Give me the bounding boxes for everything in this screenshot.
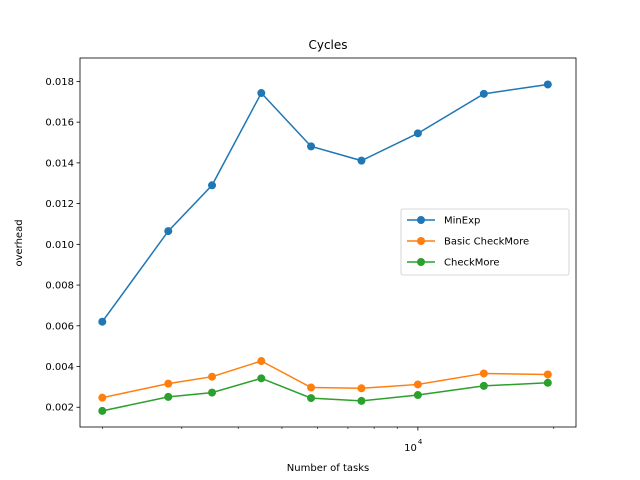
data-point-1-2: [208, 372, 217, 381]
data-point-2-1: [164, 392, 173, 401]
y-tick-label: 0.002: [45, 403, 74, 414]
data-point-2-7: [479, 381, 488, 390]
data-point-2-2: [208, 388, 217, 397]
data-point-0-3: [257, 89, 266, 98]
data-point-0-2: [208, 181, 217, 190]
plot-frame: [79, 57, 577, 428]
series-line-0: [101, 83, 548, 323]
y-tick-label: 0.016: [45, 118, 74, 129]
data-point-2-4: [307, 394, 316, 403]
data-point-0-8: [543, 80, 552, 89]
y-axis-label: overhead: [14, 219, 25, 266]
y-tick-label: 0.018: [45, 77, 74, 88]
data-point-1-5: [357, 384, 366, 393]
y-tick-label: 0.008: [45, 281, 74, 292]
legend-label-2: CheckMore: [444, 258, 500, 269]
y-tick-label: 0.006: [45, 321, 74, 332]
data-point-2-3: [257, 374, 266, 383]
y-tick-label: 0.014: [45, 158, 74, 169]
series-line-1: [102, 360, 548, 399]
legend: MinExp Basic CheckMore CheckMore: [400, 208, 570, 276]
legend-marker-0: [417, 216, 425, 224]
legend-marker-2: [417, 258, 425, 266]
x-axis-label: Number of tasks: [287, 463, 369, 474]
chart-title: Cycles: [308, 38, 347, 52]
data-point-2-5: [357, 396, 366, 405]
y-tick-label: 0.004: [45, 362, 74, 373]
data-point-2-6: [413, 391, 422, 400]
data-point-1-8: [543, 370, 552, 379]
x-tick-label: 10: [404, 443, 417, 454]
data-point-1-1: [164, 379, 173, 388]
data-point-2-0: [98, 406, 107, 415]
data-point-1-7: [479, 369, 488, 378]
data-point-1-6: [413, 380, 422, 389]
data-point-1-3: [257, 357, 266, 366]
legend-label-1: Basic CheckMore: [444, 237, 529, 248]
data-point-0-1: [164, 227, 173, 236]
data-point-0-0: [98, 317, 107, 326]
data-point-0-7: [479, 89, 488, 98]
legend-label-0: MinExp: [444, 216, 480, 227]
data-point-0-6: [413, 129, 422, 138]
legend-marker-1: [417, 237, 425, 245]
data-point-1-0: [98, 393, 107, 402]
y-tick-label: 0.012: [45, 199, 74, 210]
data-point-0-5: [357, 156, 366, 165]
legend-box: [400, 208, 570, 276]
y-tick-label: 0.010: [45, 240, 74, 251]
data-point-1-4: [307, 383, 316, 392]
data-point-0-4: [307, 142, 316, 151]
x-tick-exponent: 4: [418, 438, 423, 446]
data-point-2-8: [543, 378, 552, 387]
